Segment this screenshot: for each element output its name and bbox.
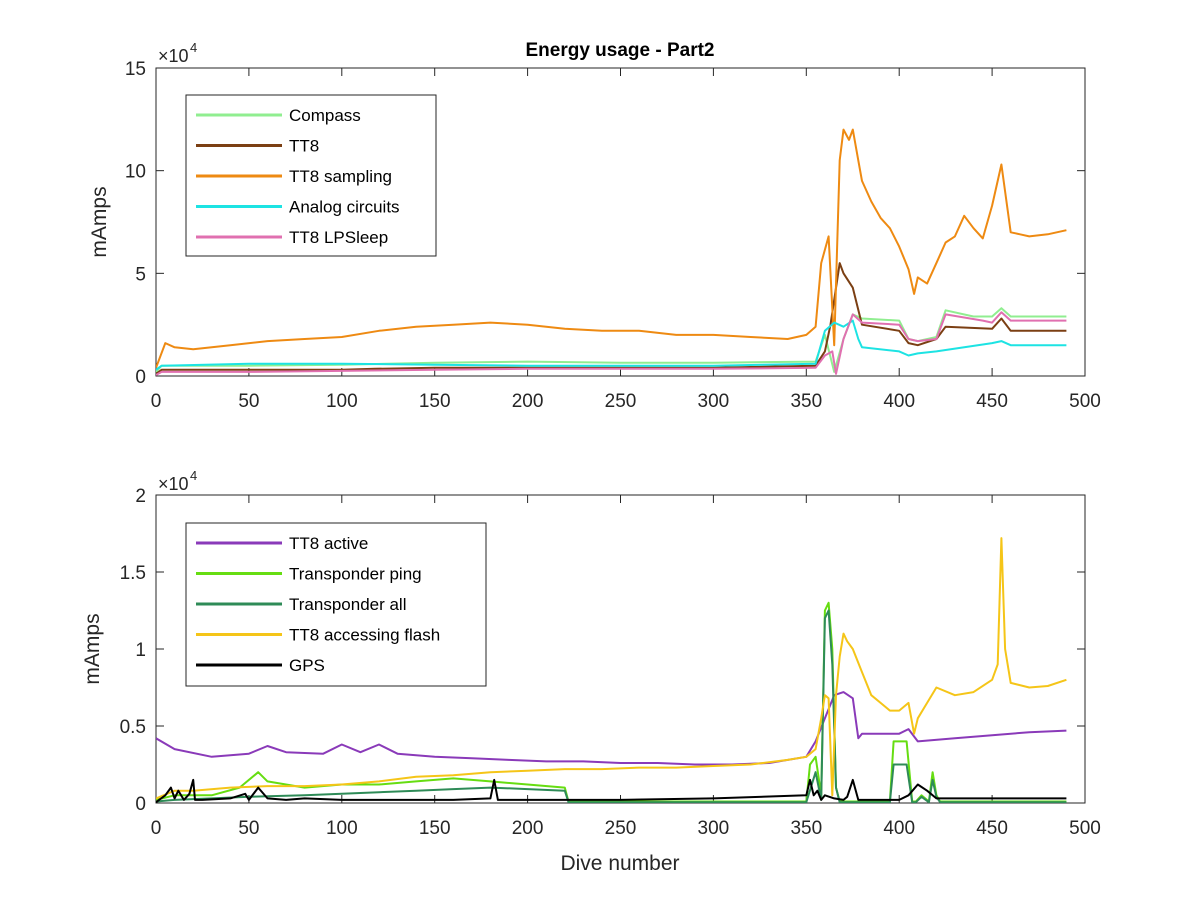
legend: Compass TT8 TT8 sampling Analog circuits TT8…: [185, 94, 437, 257]
x-tick-label: 500: [1069, 391, 1101, 412]
chart-title: Energy usage - Part2: [525, 40, 714, 61]
legend-label: TT8 accessing flash: [289, 626, 440, 645]
y-multiplier-exponent: 4: [190, 40, 197, 55]
x-tick-label: 500: [1069, 818, 1101, 839]
x-tick-label: 100: [326, 391, 358, 412]
top-chart: Energy usage - Part2 ×10 4 mAmps 0 50 100 1…: [88, 40, 1101, 412]
series-line-tt8-accessing-flash: [156, 537, 1067, 800]
y-tick-label: 1: [135, 640, 146, 661]
x-tick-label: 250: [605, 818, 637, 839]
series-line-tt8-lpsleep: [156, 311, 1067, 376]
legend-label: GPS: [289, 656, 325, 675]
x-tick-label: 350: [790, 818, 822, 839]
series-line-analog-circuits: [156, 319, 1067, 371]
x-tick-label: 300: [698, 391, 730, 412]
series-line-tt8-sampling: [156, 128, 1067, 369]
series-lines: [156, 128, 1067, 376]
y-tick-label: 1.5: [120, 563, 146, 584]
x-tick-label: 0: [151, 391, 162, 412]
legend-label: TT8 sampling: [289, 167, 392, 186]
bottom-chart: ×10 4 mAmps Dive number 0 50 100 150 200 250 3…: [81, 468, 1101, 875]
series-line-tt8: [156, 262, 1067, 375]
x-tick-label: 150: [419, 818, 451, 839]
x-tick-label: 450: [976, 391, 1008, 412]
y-multiplier-exponent: 4: [190, 468, 197, 483]
y-tick-label: 5: [135, 264, 146, 285]
x-tick-label: 200: [512, 818, 544, 839]
x-tick-label: 400: [883, 391, 915, 412]
legend-label: Transponder all: [289, 595, 407, 614]
x-tick-label: 400: [883, 818, 915, 839]
x-tick-label: 50: [238, 818, 259, 839]
legend-label: TT8: [289, 137, 319, 156]
series-line-gps: [156, 778, 1067, 803]
x-tick-label: 150: [419, 391, 451, 412]
y-tick-label: 15: [125, 59, 146, 80]
x-tick-label: 450: [976, 818, 1008, 839]
legend-label: Compass: [289, 106, 361, 125]
x-tick-label: 350: [790, 391, 822, 412]
series-line-tt8-active: [156, 691, 1067, 766]
legend-label: TT8 active: [289, 534, 368, 553]
series-lines: [156, 537, 1067, 803]
x-tick-label: 50: [238, 391, 259, 412]
x-axis-label: Dive number: [560, 852, 679, 875]
x-tick-label: 250: [605, 391, 637, 412]
y-axis-label: mAmps: [81, 613, 104, 684]
y-axis-multiplier: ×10 4: [158, 468, 197, 494]
y-axis-multiplier: ×10 4: [158, 40, 197, 66]
x-tick-label: 300: [698, 818, 730, 839]
legend-label: TT8 LPSleep: [289, 228, 388, 247]
legend-label: Transponder ping: [289, 565, 422, 584]
legend: TT8 active Transponder ping Transponder al…: [185, 522, 487, 687]
y-multiplier-base: ×10: [158, 46, 189, 66]
y-tick-label: 0: [135, 794, 146, 815]
y-axis-label: mAmps: [88, 186, 111, 257]
y-tick-label: 2: [135, 486, 146, 507]
y-multiplier-base: ×10: [158, 474, 189, 494]
x-tick-label: 100: [326, 818, 358, 839]
x-tick-label: 0: [151, 818, 162, 839]
legend-label: Analog circuits: [289, 198, 400, 217]
series-line-transponder-all: [156, 609, 1067, 803]
x-tick-label: 200: [512, 391, 544, 412]
y-tick-label: 0: [135, 367, 146, 388]
y-tick-label: 10: [125, 162, 146, 183]
y-tick-label: 0.5: [120, 717, 146, 738]
